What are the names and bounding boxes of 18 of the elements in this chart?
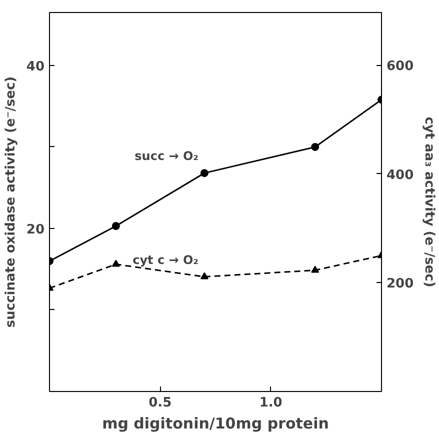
x-tick-label: 1.0 bbox=[259, 396, 282, 410]
point bbox=[112, 222, 120, 230]
x-tick-label: 0.5 bbox=[148, 396, 172, 410]
x-axis-title: mg digitonin/10mg protein bbox=[102, 414, 329, 432]
y-axis-title: succinate oxidase activity (e⁻/sec) bbox=[3, 76, 18, 328]
point bbox=[112, 260, 120, 267]
point bbox=[200, 169, 208, 178]
y-tick-label: 20 bbox=[26, 222, 45, 238]
y-tick-label: 40 bbox=[26, 59, 45, 74]
annotation: cyt c → O₂ bbox=[132, 252, 198, 267]
point bbox=[200, 272, 208, 280]
y2-tick-label: 400 bbox=[386, 168, 414, 183]
annotation: succ → O₂ bbox=[134, 149, 198, 164]
y2-axis-title: cyt aa₃ activity (e⁻/sec) bbox=[422, 116, 437, 288]
point bbox=[311, 266, 320, 273]
point bbox=[311, 142, 320, 151]
y2-tick-label: 200 bbox=[386, 276, 414, 292]
y2-tick-label: 600 bbox=[386, 59, 414, 74]
